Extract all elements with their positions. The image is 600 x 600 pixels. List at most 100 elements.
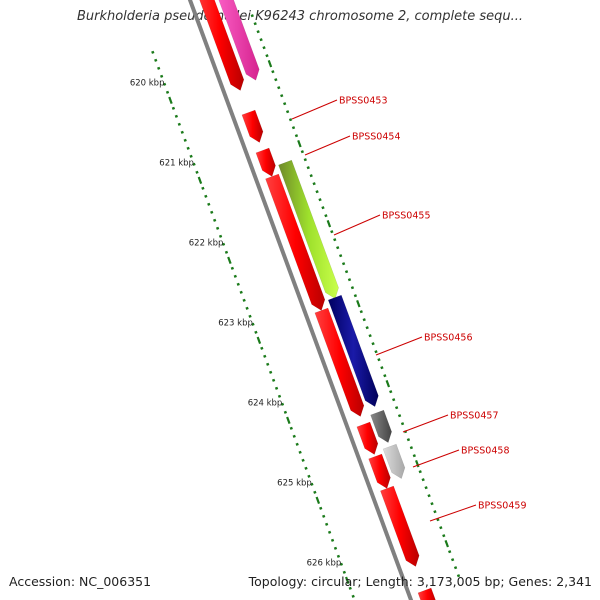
ruler-minor-tick (442, 534, 446, 538)
gene-label-bpss0455[interactable]: BPSS0455 (382, 211, 430, 222)
ruler-minor-tick (295, 442, 299, 446)
ruler-minor-tick (395, 406, 399, 410)
ruler-major-ticks (168, 60, 449, 584)
ruler-minor-tick (260, 346, 264, 350)
ruler-minor-tick (224, 250, 229, 254)
ruler-minor-tick (192, 162, 196, 166)
ruler-minor-tick (389, 390, 393, 394)
ruler-minor-tick (424, 486, 428, 490)
ruler-minor-tick (342, 570, 346, 574)
ruler-major-tick (385, 380, 391, 388)
ruler-minor-tick (289, 426, 293, 430)
ruler-minor-tick (351, 594, 355, 598)
gene-label-leaders (291, 99, 477, 522)
ruler-minor-tick (327, 530, 332, 534)
ruler-label: 623 kbp (218, 319, 253, 329)
ruler-minor-tick (450, 558, 455, 562)
ruler-minor-tick (353, 294, 358, 298)
ruler-minor-tick (183, 138, 187, 142)
ruler-minor-tick (213, 218, 217, 222)
gene-label-bpss0453[interactable]: BPSS0453 (339, 96, 387, 107)
ruler-minor-tick (274, 78, 278, 82)
leader-line-bpss0455 (333, 214, 381, 236)
ruler-minor-tick (239, 290, 243, 294)
ruler-minor-tick (271, 70, 275, 74)
ruler-minor-tick (362, 318, 366, 322)
gene-bpss0455 (278, 159, 339, 299)
ruler-minor-tick (310, 482, 314, 486)
leader-line-bpss0456 (375, 336, 423, 356)
ruler-major-tick (345, 576, 350, 584)
ruler-minor-tick (242, 298, 246, 302)
ruler-major-tick (197, 176, 203, 184)
ruler-minor-tick (221, 242, 226, 246)
ruler-minor-tick (324, 214, 328, 218)
ruler-minor-tick (251, 322, 255, 326)
ruler-major-tick (297, 140, 302, 148)
ruler-minor-tick (412, 454, 416, 458)
ruler-minor-tick (277, 394, 282, 398)
gene-label-bpss0459[interactable]: BPSS0459 (478, 501, 526, 512)
ruler-minor-tick (453, 566, 458, 570)
ruler-minor-tick (171, 106, 176, 110)
ruler-minor-tick (254, 330, 258, 334)
ruler-minor-tick (397, 414, 402, 418)
gene-bpss0458 (382, 443, 406, 479)
gene-bpss0457 (370, 409, 392, 443)
ruler-minor-tick (283, 410, 288, 414)
ruler-minor-tick (151, 50, 155, 54)
gene-labels: BPSS0453 BPSS0454 BPSS0455 BPSS0456 BPSS0457… (339, 96, 526, 512)
map-title: Burkholderia pseudomallei K96243 chromos… (76, 9, 524, 24)
ruler-minor-tick (157, 66, 161, 70)
gene-label-bpss0457[interactable]: BPSS0457 (450, 411, 498, 422)
leader-line-bpss0454 (304, 135, 351, 156)
ruler-minor-tick (280, 402, 285, 406)
ruler-minor-tick (283, 102, 287, 106)
ruler-minor-tick (306, 166, 310, 170)
accession-label: Accession: NC_006351 (9, 574, 152, 589)
ruler-minor-tick (274, 386, 279, 390)
ruler-minor-tick (265, 54, 269, 58)
ruler-major-tick (326, 220, 332, 228)
ruler-minor-tick (218, 234, 223, 238)
ruler-label: 620 kbp (130, 79, 165, 89)
ruler-label: 626 kbp (307, 559, 342, 569)
ruler-minor-tick (330, 538, 335, 542)
ruler-label: 622 kbp (189, 239, 224, 249)
ruler-minor-tick (288, 118, 293, 122)
ruler-minor-tick (291, 126, 296, 130)
ruler-minor-tick (330, 230, 334, 234)
ruler-minor-tick (307, 474, 311, 478)
ruler-minor-tick (319, 506, 323, 510)
ruler-minor-tick (215, 226, 220, 230)
ruler-minor-tick (371, 342, 375, 346)
ruler-minor-tick (300, 150, 304, 154)
ruler-minor-tick (439, 526, 443, 530)
ruler-minor-tick (236, 282, 240, 286)
ruler-minor-tick (448, 550, 452, 554)
ruler-minor-tick (277, 86, 281, 90)
ruler-minor-tick (159, 74, 164, 78)
ruler-minor-tick (245, 306, 249, 310)
ruler-minor-tick (250, 14, 254, 18)
ruler-minor-tick (174, 114, 178, 118)
ruler-minor-tick (347, 278, 352, 282)
ruler-minor-tick (271, 378, 276, 382)
ruler-minor-tick (177, 122, 181, 126)
gene-label-bpss0454[interactable]: BPSS0454 (352, 132, 400, 143)
ruler-minor-tick (248, 314, 252, 318)
gene-unlabeled (218, 0, 260, 81)
ruler-minor-tick (253, 22, 257, 26)
ruler-minor-tick (292, 434, 296, 438)
ruler-minor-tick (421, 478, 425, 482)
ruler-minor-tick (339, 562, 344, 566)
ruler-minor-tick (165, 90, 170, 94)
gene-label-bpss0456[interactable]: BPSS0456 (424, 333, 472, 344)
ruler-minor-tick (280, 94, 284, 98)
ruler-minor-tick (309, 174, 313, 178)
gene-label-bpss0458[interactable]: BPSS0458 (461, 446, 509, 457)
ruler-label: 624 kbp (248, 399, 283, 409)
ruler-minor-tick (298, 450, 302, 454)
ruler-minor-tick (409, 446, 414, 450)
